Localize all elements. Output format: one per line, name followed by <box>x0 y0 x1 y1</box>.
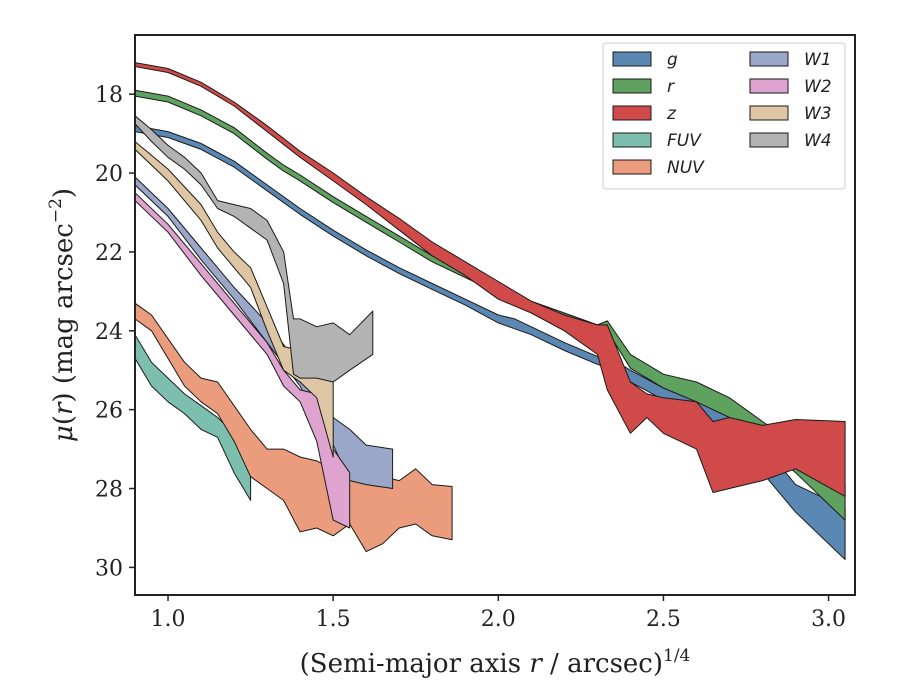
legend-label-r: r <box>667 77 675 97</box>
y-tick-label: 28 <box>95 478 123 503</box>
band-r <box>135 89 846 521</box>
y-tick-label: 26 <box>95 399 123 424</box>
band-g <box>135 125 846 560</box>
legend-label-w3: W3 <box>804 104 832 124</box>
legend-swatch-r <box>612 78 652 94</box>
x-tick-label: 2.5 <box>646 607 681 632</box>
x-tick-label: 2.0 <box>481 607 516 632</box>
band-w3 <box>135 141 334 458</box>
legend-label-fuv: FUV <box>667 131 702 151</box>
band-w2 <box>135 192 351 529</box>
y-tick-label: 20 <box>95 162 123 187</box>
band-fuv <box>135 334 252 501</box>
legend-swatch-w2 <box>749 78 789 94</box>
legend-swatch-w1 <box>749 51 789 67</box>
x-axis: 1.0 1.5 2.0 2.5 3.0 <box>151 595 846 632</box>
legend-swatch-fuv <box>612 132 652 148</box>
plot-frame <box>134 34 856 596</box>
legend-swatch-nuv <box>612 159 652 175</box>
legend-label-g: g <box>667 50 678 70</box>
band-z <box>135 62 846 497</box>
x-tick-label: 3.0 <box>811 607 846 632</box>
legend-label-z: z <box>666 104 677 124</box>
legend-swatch-g <box>612 51 652 67</box>
x-axis-label: (Semi-major axis r / arcsec)1/4 <box>300 646 691 679</box>
y-axis-label: μ(r) (mag arcsec−2) <box>46 188 79 442</box>
band-nuv <box>135 302 453 553</box>
legend-label-w2: W2 <box>804 77 832 97</box>
x-tick-label: 1.5 <box>316 607 351 632</box>
legend-label-nuv: NUV <box>667 158 705 178</box>
y-tick-label: 24 <box>95 320 123 345</box>
legend-swatch-w4 <box>749 132 789 148</box>
legend-swatch-z <box>612 105 652 121</box>
y-tick-label: 22 <box>95 241 123 266</box>
y-tick-label: 30 <box>95 556 123 581</box>
legend-swatch-w3 <box>749 105 789 121</box>
legend-label-w1: W1 <box>804 50 832 70</box>
y-axis: 18 20 22 24 26 28 30 <box>95 83 135 581</box>
y-tick-label: 18 <box>95 83 123 108</box>
series-bands <box>135 62 846 560</box>
x-tick-label: 1.0 <box>151 607 186 632</box>
legend-label-w4: W4 <box>804 131 832 151</box>
band-w4 <box>135 115 374 383</box>
legend: grz FUV NUV W1 W2 W3 W4 <box>602 42 846 190</box>
